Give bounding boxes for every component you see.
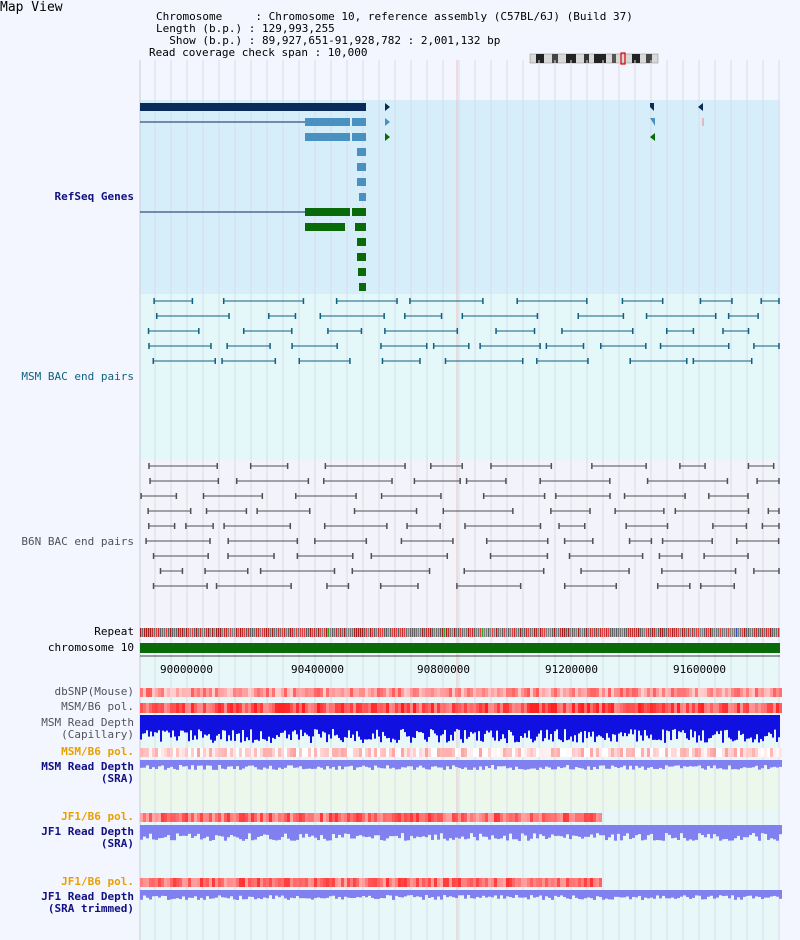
jf1-read-depth-trimmed-label: JF1 Read Depth (41, 890, 134, 903)
msm-pol-label-2: MSM/B6 pol. (61, 745, 134, 758)
info-chromosome: Chromosome : Chromosome 10, reference as… (156, 10, 633, 23)
axis-tick-5: 91600000 (673, 663, 726, 676)
refseq-genes[interactable] (140, 103, 704, 291)
axis-tick-2: 90400000 (291, 663, 344, 676)
repeat-label: Repeat (94, 625, 134, 638)
msm-read-depth-sra-label: MSM Read Depth (41, 760, 134, 773)
repeat-track[interactable] (140, 628, 780, 637)
refseq-label[interactable]: RefSeq Genes (54, 190, 134, 203)
chromosome-label: chromosome 10 (47, 641, 134, 654)
axis-tick-4: 91200000 (545, 663, 598, 676)
msm-read-depth-sra-sub: (SRA) (100, 772, 134, 785)
dbsnp-label: dbSNP(Mouse) (54, 685, 134, 698)
jf1-read-depth-label: JF1 Read Depth (41, 825, 134, 838)
page-title: Map View (0, 0, 63, 15)
refseq-track-area[interactable] (140, 100, 780, 294)
b6n-bac-label[interactable]: B6N BAC end pairs (21, 535, 134, 548)
jf1-pol-label-1: JF1/B6 pol. (61, 810, 134, 823)
msm-bac-label[interactable]: MSM BAC end pairs (21, 370, 134, 383)
msm-read-depth-cap-label: MSM Read Depth (41, 716, 134, 729)
depth-tracks[interactable] (140, 715, 782, 900)
info-show: Show (b.p.) : 89,927,651-91,928,782 : 2,… (156, 34, 501, 47)
info-coverage: Read coverage check span : 10,000 (149, 46, 368, 59)
chromosome-ideogram[interactable] (528, 52, 660, 66)
msm-sra-track-area (140, 770, 780, 810)
msm-pol-label-1: MSM/B6 pol. (61, 700, 134, 713)
jf1-read-depth-trimmed-sub: (SRA trimmed) (47, 902, 134, 915)
msm-read-depth-cap-sub: (Capillary) (61, 728, 134, 741)
chromosome-bar[interactable] (140, 643, 780, 653)
msm-bac-track-area[interactable] (140, 294, 780, 460)
axis-tick-3: 90800000 (417, 663, 470, 676)
jf1-read-depth-sub: (SRA) (100, 837, 134, 850)
jf1-pol-label-2: JF1/B6 pol. (61, 875, 134, 888)
snp-tracks[interactable] (140, 688, 782, 887)
axis-tick-1: 90000000 (160, 663, 213, 676)
b6n-bac-pairs[interactable] (140, 463, 780, 589)
grid-lines (139, 60, 780, 940)
info-length: Length (b.p.) : 129,993,255 (156, 22, 335, 35)
msm-bac-pairs[interactable] (147, 298, 780, 364)
b6n-bac-track-area[interactable] (140, 460, 780, 625)
